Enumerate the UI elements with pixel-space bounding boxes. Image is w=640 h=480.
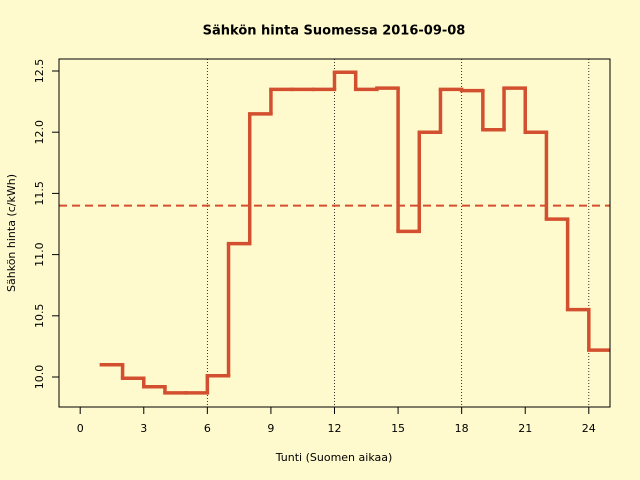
y-tick-label: 10.0: [33, 365, 46, 390]
y-axis-label: Sähkön hinta (c/kWh): [5, 174, 18, 292]
y-tick-label: 11.5: [33, 181, 46, 206]
x-tick-label: 18: [455, 422, 469, 435]
x-tick-label: 3: [140, 422, 147, 435]
x-tick-label: 9: [267, 422, 274, 435]
x-tick-label: 24: [582, 422, 596, 435]
y-tick-label: 12.0: [33, 120, 46, 145]
x-tick-label: 12: [328, 422, 342, 435]
chart-title: Sähkön hinta Suomessa 2016-09-08: [203, 24, 466, 39]
x-tick-label: 6: [204, 422, 211, 435]
x-tick-label: 21: [518, 422, 532, 435]
x-tick-label: 0: [77, 422, 84, 435]
y-tick-label: 12.5: [33, 59, 46, 84]
x-axis-label: Tunti (Suomen aikaa): [275, 451, 393, 464]
y-tick-label: 10.5: [33, 304, 46, 329]
y-tick-label: 11.0: [33, 242, 46, 267]
plot-area: [59, 59, 610, 407]
x-tick-label: 15: [391, 422, 405, 435]
